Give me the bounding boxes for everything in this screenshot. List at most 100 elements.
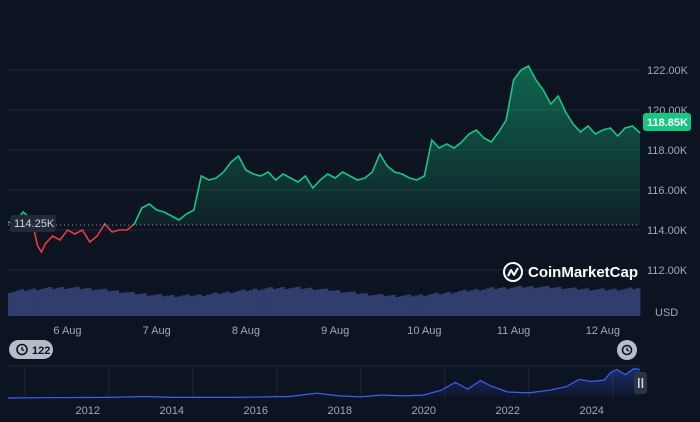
- volume-bar: [375, 294, 380, 316]
- volume-bar: [497, 288, 503, 316]
- volume-bar: [296, 286, 301, 316]
- comments-count: 122: [32, 345, 50, 357]
- volume-bar: [193, 295, 198, 316]
- volume-bar: [403, 295, 408, 316]
- volume-bar: [35, 290, 40, 316]
- volume-bar: [8, 293, 13, 316]
- current-price-badge: 118.85K: [643, 113, 691, 131]
- volume-bar: [616, 290, 621, 316]
- volume-bar: [485, 288, 491, 316]
- volume-bar: [458, 290, 463, 316]
- volume-bar: [568, 287, 574, 316]
- volume-bar: [339, 292, 345, 316]
- volume-bar: [221, 292, 226, 316]
- volume-bar: [288, 288, 293, 316]
- volume-bar: [474, 288, 479, 316]
- y-tick-label: 112.00K: [647, 265, 688, 277]
- volume-bar: [533, 288, 538, 316]
- volume-bar: [537, 287, 542, 316]
- volume-bar: [47, 287, 52, 316]
- volume-bar: [553, 287, 558, 316]
- volume-bar: [209, 293, 214, 316]
- volume-bar: [213, 292, 218, 316]
- volume-bar: [201, 295, 206, 316]
- volume-bar: [324, 288, 329, 316]
- volume-bar: [521, 287, 526, 316]
- volume-bar: [94, 289, 100, 316]
- volume-bar: [557, 286, 562, 316]
- volume-bar: [98, 289, 104, 316]
- volume-bar: [59, 287, 64, 316]
- currency-label: USD: [655, 307, 678, 319]
- volume-bar: [312, 289, 317, 316]
- volume-bar: [489, 287, 495, 316]
- volume-bar: [406, 294, 412, 316]
- volume-bar: [138, 293, 143, 316]
- volume-bar: [55, 287, 60, 316]
- volume-bar: [580, 288, 586, 316]
- volume-bar: [118, 292, 123, 316]
- volume-bar: [241, 289, 246, 316]
- volume-bar: [478, 290, 483, 316]
- volume-bar: [450, 293, 455, 316]
- comments-button[interactable]: 122: [9, 340, 53, 359]
- volume-bar: [39, 289, 44, 316]
- volume-bar: [493, 289, 499, 316]
- volume-bar: [462, 289, 467, 316]
- volume-bar: [106, 291, 112, 316]
- volume-bar: [331, 290, 337, 316]
- pause-icon: [638, 378, 644, 388]
- history-icon: [16, 343, 28, 356]
- volume-bar: [189, 296, 195, 316]
- volume-bar: [102, 288, 108, 316]
- current-price-label: 118.85K: [647, 117, 688, 129]
- volume-bar: [466, 291, 471, 316]
- overview-navigator[interactable]: [7, 365, 641, 399]
- volume-bar: [410, 296, 416, 316]
- volume-bar: [31, 288, 37, 316]
- volume-bar: [11, 291, 17, 316]
- brand-name: CoinMarketCap: [528, 264, 638, 281]
- volume-bar: [43, 288, 48, 316]
- y-tick-label: 114.00K: [647, 225, 688, 237]
- volume-bar: [27, 289, 33, 316]
- volume-bar: [430, 293, 435, 316]
- volume-bar: [367, 295, 372, 316]
- volume-bar: [268, 287, 274, 316]
- volume-bar: [256, 290, 262, 316]
- overview-line: [7, 367, 641, 399]
- volume-bar: [371, 295, 376, 316]
- volume-bar: [225, 291, 230, 316]
- volume-bar: [327, 290, 333, 316]
- volume-bar: [205, 294, 210, 316]
- volume-bar: [351, 291, 356, 316]
- volume-bar: [154, 294, 159, 316]
- overview-area: [8, 368, 640, 398]
- volume-bar: [292, 287, 297, 316]
- x-tick-label: 12 Aug: [586, 325, 620, 337]
- volume-bar: [442, 293, 447, 316]
- volume-bar: [264, 288, 270, 316]
- volume-bar: [130, 291, 135, 316]
- volume-bar: [252, 288, 258, 316]
- volume-bar: [23, 290, 29, 316]
- history-icon: [621, 344, 633, 356]
- volume-bar: [549, 288, 554, 316]
- volume-bar: [229, 293, 234, 316]
- volume-bar: [67, 288, 72, 316]
- x-tick-label: 8 Aug: [232, 325, 260, 337]
- reset-zoom-button[interactable]: [617, 340, 637, 360]
- volume-bar: [276, 287, 281, 316]
- volume-bar: [355, 293, 360, 316]
- volume-bar: [260, 289, 266, 316]
- overview-range-handle[interactable]: [634, 372, 647, 394]
- volume-bar: [517, 285, 522, 316]
- volume-bar: [304, 288, 309, 316]
- volume-bar: [529, 286, 534, 316]
- volume-bar: [142, 293, 147, 316]
- volume-bar: [454, 292, 459, 316]
- volume-bar: [173, 296, 179, 316]
- volume-bar: [248, 289, 254, 316]
- x-axis: 6 Aug 7 Aug 8 Aug 9 Aug 10 Aug 11 Aug 12 Aug: [53, 325, 620, 337]
